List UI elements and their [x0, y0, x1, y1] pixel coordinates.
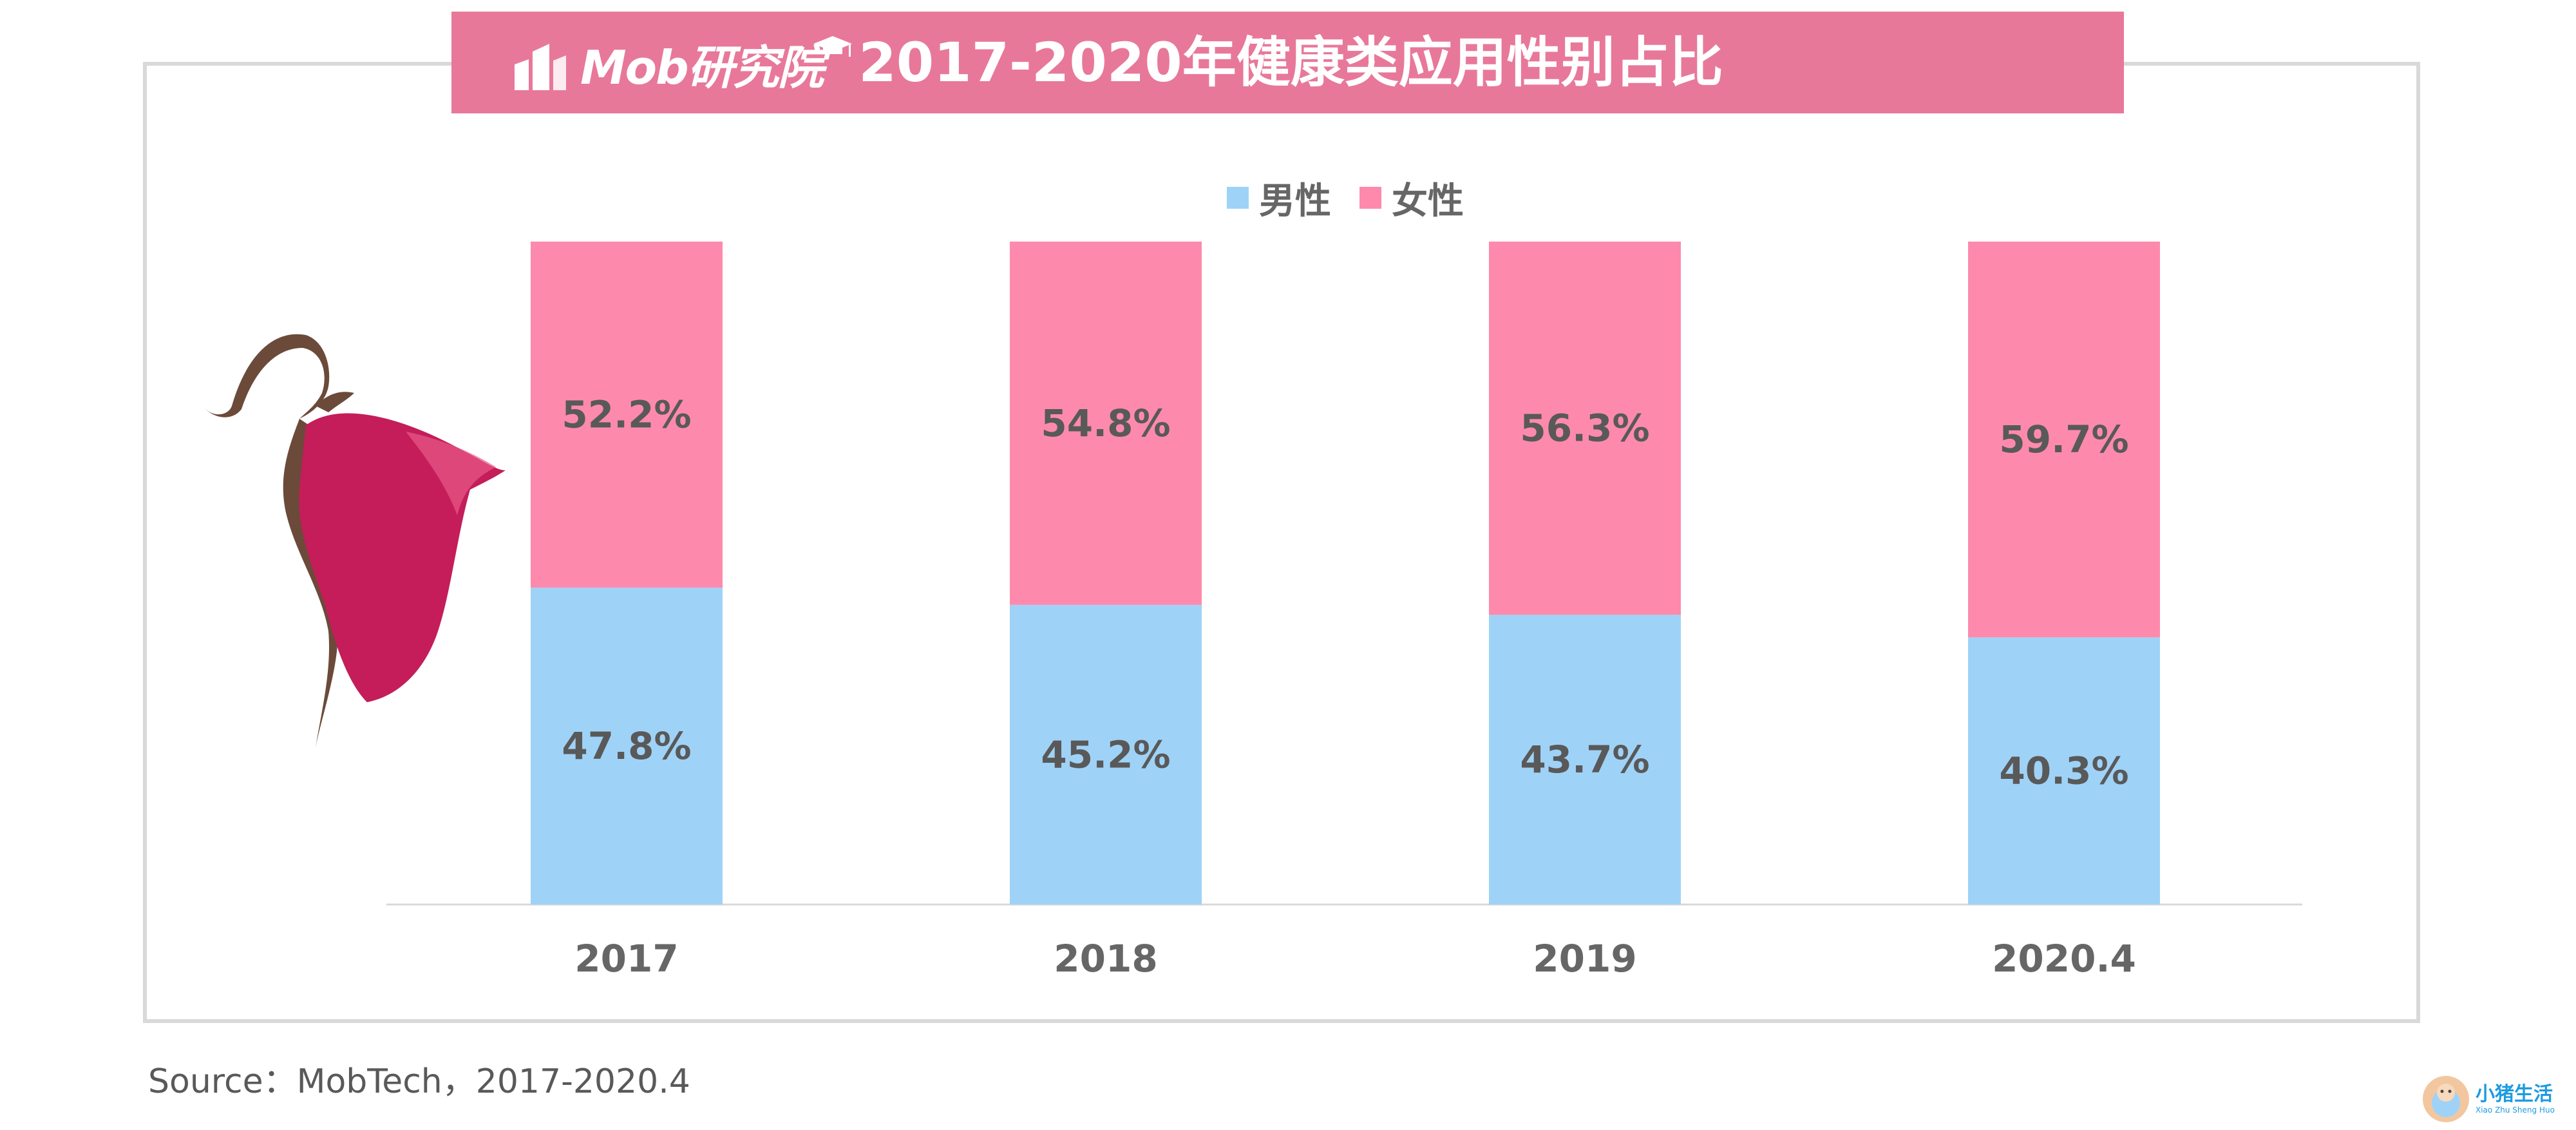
data-label-male-2018: 45.2% — [1041, 733, 1170, 776]
watermark-text-en: Xiao Zhu Sheng Huo — [2476, 1106, 2555, 1115]
bar-female-2018 — [1010, 242, 1202, 605]
x-tick-label-2020.4: 2020.4 — [1992, 937, 2136, 981]
legend-item-male: 男性 — [1227, 172, 1331, 224]
data-label-female-2017: 52.2% — [562, 393, 691, 437]
data-label-female-2019: 56.3% — [1520, 407, 1649, 450]
title-bar: Mob研究院 2017-2020年健康类应用性别占比 — [451, 12, 2124, 113]
mob-logo: Mob研究院 — [509, 31, 855, 95]
chart-legend: 男性 女性 — [1227, 175, 1492, 222]
watermark-logo: 小猪生活 Xiao Zhu Sheng Huo — [2420, 1073, 2555, 1125]
x-tick-label-2018: 2018 — [1054, 937, 1157, 981]
data-label-male-2017: 47.8% — [562, 724, 691, 768]
bar-male-2017 — [531, 588, 723, 905]
legend-label-female: 女性 — [1392, 180, 1464, 222]
page-title: 2017-2020年健康类应用性别占比 — [858, 31, 1723, 94]
bar-male-2020.4 — [1968, 637, 2160, 905]
graduation-cap-icon — [813, 36, 852, 57]
legend-swatch-female — [1359, 187, 1381, 209]
bar-male-2018 — [1010, 604, 1202, 905]
data-label-male-2020.4: 40.3% — [1999, 749, 2128, 793]
mob-logo-icon — [515, 44, 566, 90]
watermark-text-cn: 小猪生活 — [2476, 1083, 2553, 1106]
logo-text: Mob研究院 — [580, 40, 824, 95]
legend-item-female: 女性 — [1359, 172, 1464, 224]
bar-female-2017 — [531, 242, 723, 588]
bar-female-2020.4 — [1968, 242, 2160, 638]
woman-silhouette-illustration — [203, 334, 506, 747]
source-note: Source：MobTech，2017-2020.4 — [148, 1062, 690, 1101]
bar-female-2019 — [1489, 242, 1681, 615]
data-label-female-2018: 54.8% — [1041, 401, 1170, 445]
x-tick-label-2019: 2019 — [1533, 937, 1636, 981]
x-tick-label-2017: 2017 — [574, 937, 678, 981]
legend-label-male: 男性 — [1259, 180, 1331, 222]
legend-swatch-male — [1227, 187, 1249, 209]
data-label-female-2020.4: 59.7% — [1999, 417, 2128, 461]
data-label-male-2019: 43.7% — [1520, 738, 1649, 781]
pig-mascot-icon — [2423, 1076, 2469, 1122]
bar-male-2019 — [1489, 615, 1681, 905]
